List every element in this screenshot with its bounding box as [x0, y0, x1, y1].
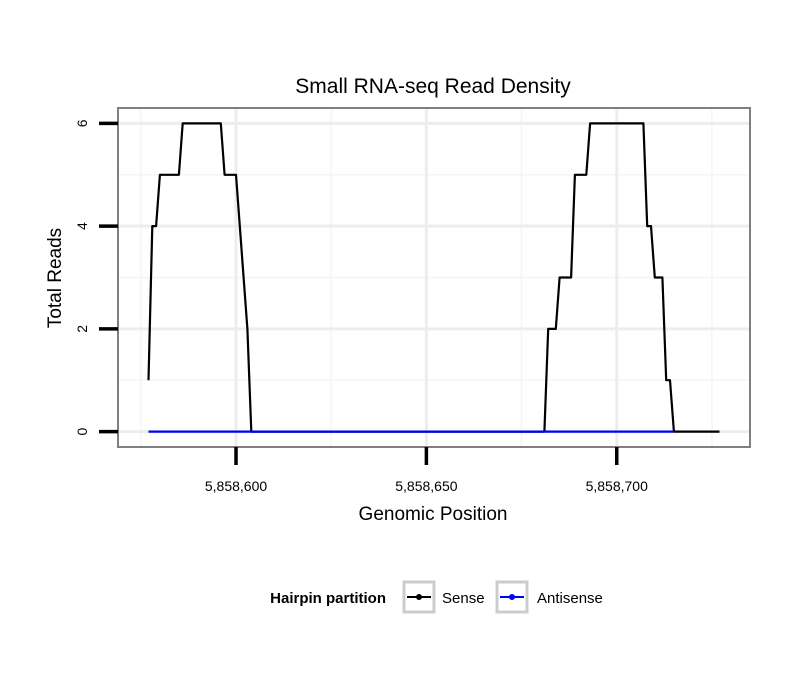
- legend-item-antisense: Antisense: [495, 580, 603, 614]
- x-tick-label: 5,858,600: [205, 478, 267, 494]
- y-tick-label: 0: [74, 427, 90, 435]
- x-tick-label: 5,858,700: [586, 478, 648, 494]
- legend-label-antisense: Antisense: [537, 590, 603, 607]
- x-axis: 5,858,600 5,858,650 5,858,700: [205, 447, 648, 494]
- legend: Hairpin partition Sense Antisense: [270, 580, 603, 614]
- legend-title: Hairpin partition: [270, 590, 386, 607]
- y-axis: 0 2 4 6: [74, 119, 118, 435]
- legend-marker-antisense: [509, 594, 515, 600]
- legend-marker-sense: [416, 594, 422, 600]
- y-tick-label: 4: [74, 222, 90, 230]
- x-tick-label: 5,858,650: [395, 478, 457, 494]
- legend-item-sense: Sense: [402, 580, 485, 614]
- x-axis-title: Genomic Position: [359, 504, 508, 525]
- y-tick-label: 6: [74, 119, 90, 127]
- chart-title: Small RNA-seq Read Density: [295, 75, 571, 98]
- plot-panel-border: [117, 107, 751, 448]
- series-line-sense: [147, 122, 720, 433]
- legend-label-sense: Sense: [442, 590, 485, 607]
- y-axis-title: Total Reads: [45, 228, 66, 328]
- series-lines: [147, 122, 720, 433]
- y-tick-label: 2: [74, 325, 90, 333]
